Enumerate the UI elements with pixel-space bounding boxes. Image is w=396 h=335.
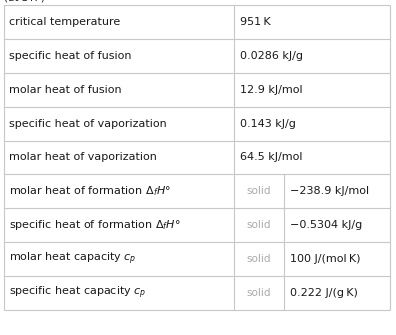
Text: 951 K: 951 K (240, 17, 270, 27)
Text: 100 J/(mol K): 100 J/(mol K) (290, 254, 360, 264)
Text: solid: solid (246, 220, 271, 230)
Text: 0.222 J/(g K): 0.222 J/(g K) (290, 288, 358, 298)
Text: solid: solid (246, 288, 271, 298)
Text: molar heat of vaporization: molar heat of vaporization (9, 152, 157, 162)
Text: critical temperature: critical temperature (9, 17, 120, 27)
Text: 12.9 kJ/mol: 12.9 kJ/mol (240, 85, 302, 95)
Text: molar heat of fusion: molar heat of fusion (9, 85, 122, 95)
Text: −238.9 kJ/mol: −238.9 kJ/mol (290, 186, 369, 196)
Text: 0.143 kJ/g: 0.143 kJ/g (240, 119, 295, 129)
Text: 0.0286 kJ/g: 0.0286 kJ/g (240, 51, 303, 61)
Text: solid: solid (246, 254, 271, 264)
Text: solid: solid (246, 186, 271, 196)
Text: molar heat of formation $\Delta_f H°$: molar heat of formation $\Delta_f H°$ (9, 185, 171, 198)
Text: specific heat capacity $c_p$: specific heat capacity $c_p$ (9, 285, 147, 301)
Text: specific heat of formation $\Delta_f H°$: specific heat of formation $\Delta_f H°$ (9, 218, 181, 232)
Text: specific heat of fusion: specific heat of fusion (9, 51, 131, 61)
Text: 64.5 kJ/mol: 64.5 kJ/mol (240, 152, 302, 162)
Text: molar heat capacity $c_p$: molar heat capacity $c_p$ (9, 251, 137, 267)
Text: (at STP): (at STP) (4, 0, 45, 3)
Text: −0.5304 kJ/g: −0.5304 kJ/g (290, 220, 362, 230)
Text: specific heat of vaporization: specific heat of vaporization (9, 119, 167, 129)
